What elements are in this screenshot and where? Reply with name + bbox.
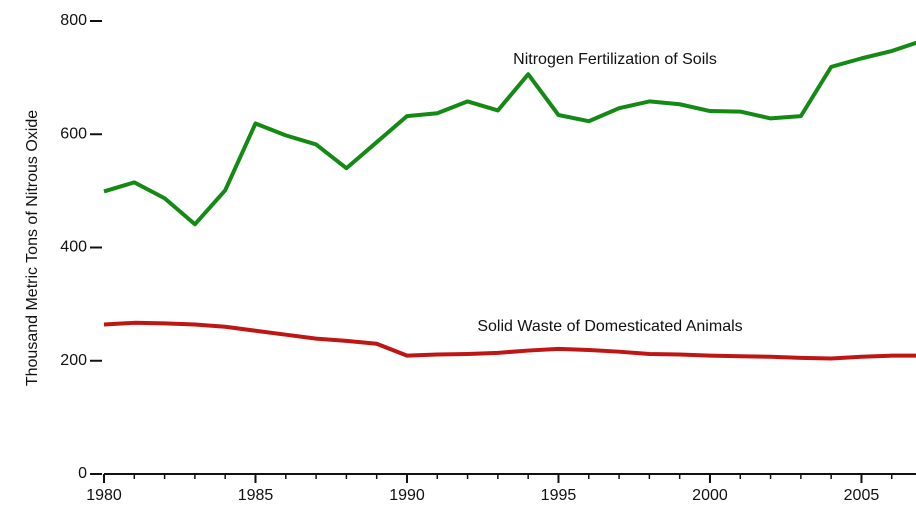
y-axis-label: Thousand Metric Tons of Nitrous Oxide: [24, 110, 41, 386]
series-line: [103, 320, 916, 361]
x-tick-label: 1990: [389, 487, 425, 504]
series-label: Solid Waste of Domesticated Animals: [477, 318, 742, 335]
x-tick-label: 1980: [86, 487, 122, 504]
plot-area: [103, 40, 916, 361]
series-line: [103, 40, 916, 227]
y-tick-label: 800: [60, 12, 87, 29]
x-tick-label: 1985: [238, 487, 274, 504]
x-tick-label: 2000: [692, 487, 728, 504]
y-tick-label: 0: [78, 465, 87, 482]
y-tick-label: 200: [60, 352, 87, 369]
y-tick-label: 600: [60, 125, 87, 142]
y-tick-label: 400: [60, 239, 87, 256]
series-label: Nitrogen Fertilization of Soils: [513, 51, 717, 68]
x-tick-label: 1995: [541, 487, 577, 504]
x-tick-label: 2005: [844, 487, 880, 504]
